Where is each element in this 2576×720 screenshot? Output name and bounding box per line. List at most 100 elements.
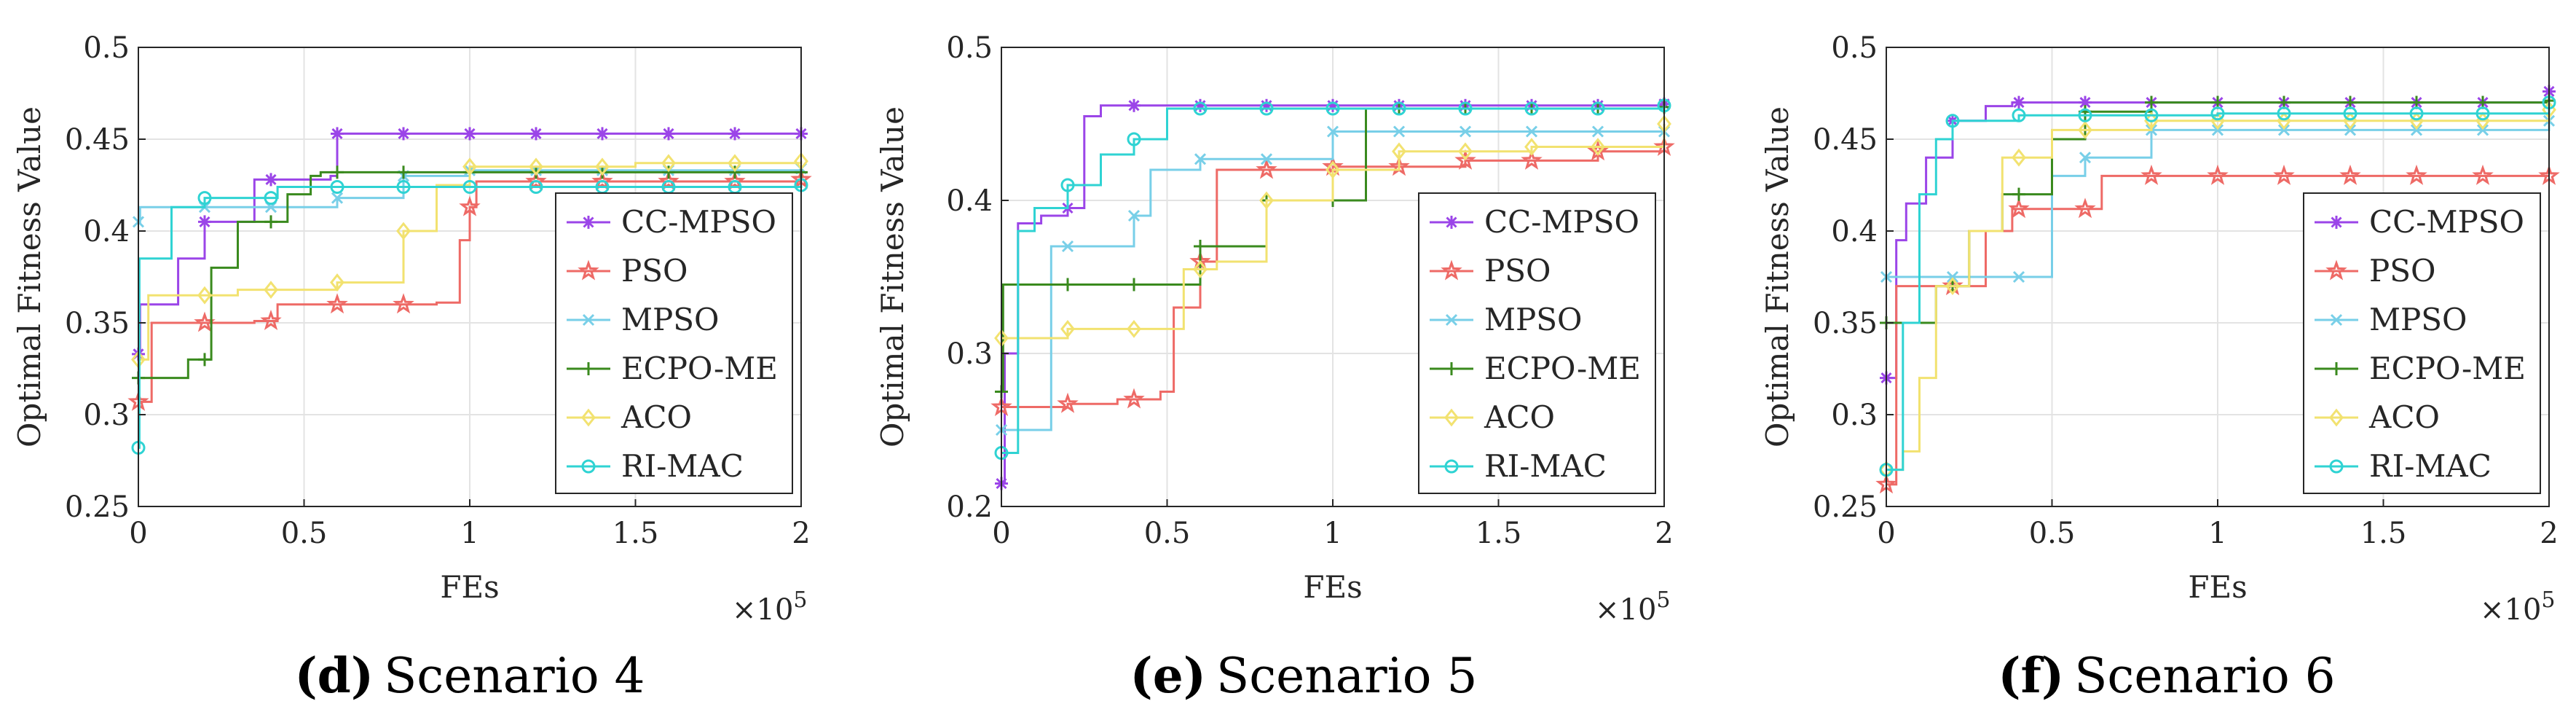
x-tick-label: 2 bbox=[792, 517, 810, 550]
data-point-aco bbox=[1326, 160, 1340, 179]
legend-marker-mpso bbox=[582, 313, 595, 326]
legend-label-aco: ACO bbox=[1484, 399, 1555, 435]
legend-marker-pso bbox=[1441, 259, 1462, 281]
legend-marker-cc-mpso bbox=[582, 216, 595, 229]
data-point-pso bbox=[326, 293, 348, 314]
x-tick-label: 1.5 bbox=[613, 517, 659, 550]
legend-marker-ecpo-me bbox=[2330, 362, 2343, 375]
legend-box bbox=[555, 192, 793, 494]
chart-panel-f: 0.25 0.3 0.35 0.4 0.45 0.5 0 0.5 1 1.5 2 Optimal … bbox=[1760, 31, 2560, 704]
data-point-ri-mac bbox=[2343, 106, 2358, 121]
caption-text: Scenario 6 bbox=[2074, 648, 2335, 704]
y-tick-label: 0.4 bbox=[83, 215, 130, 249]
data-point-pso bbox=[1256, 158, 1277, 179]
data-point-cc-mpso bbox=[1127, 98, 1141, 112]
data-point-ecpo-me bbox=[2012, 187, 2025, 201]
data-point-mpso bbox=[2344, 124, 2357, 136]
data-point-pso bbox=[2273, 164, 2295, 185]
data-point-pso bbox=[2207, 164, 2229, 185]
legend-label-ecpo-me: ECPO-ME bbox=[621, 351, 778, 386]
y-tick-label: 0.3 bbox=[1831, 399, 1878, 432]
x-tick-label: 1 bbox=[460, 517, 478, 550]
data-point-mpso bbox=[1459, 125, 1472, 138]
x-tick-label: 1 bbox=[1323, 517, 1342, 550]
data-point-cc-mpso bbox=[198, 215, 211, 229]
legend-label-cc-mpso: CC-MPSO bbox=[1484, 204, 1639, 240]
data-point-aco bbox=[595, 157, 610, 176]
data-point-pso bbox=[1454, 149, 1476, 170]
y-tick-label: 0.5 bbox=[83, 31, 130, 65]
data-point-pso bbox=[658, 170, 680, 191]
legend-label-cc-mpso: CC-MPSO bbox=[2369, 204, 2524, 240]
data-point-aco bbox=[1060, 319, 1075, 338]
data-point-aco bbox=[1524, 138, 1539, 156]
x-axis-label: FEs bbox=[1303, 569, 1362, 605]
y-tick-label: 0.45 bbox=[1813, 123, 1878, 157]
data-point-cc-mpso bbox=[397, 127, 410, 141]
data-point-mpso bbox=[1061, 240, 1074, 253]
data-point-aco bbox=[529, 157, 543, 176]
data-point-aco bbox=[462, 157, 477, 176]
data-point-aco bbox=[2012, 148, 2026, 167]
data-point-aco bbox=[1458, 142, 1473, 161]
data-point-aco bbox=[396, 222, 411, 240]
y-ticks: 0.25 0.3 0.35 0.4 0.45 0.5 bbox=[65, 31, 146, 524]
legend: CC-MPSO PSO MPSO ECPO-ME ACO RI-MAC bbox=[1418, 192, 1656, 494]
x-ticks: 0 0.5 1 1.5 2 bbox=[992, 499, 1674, 550]
data-point-cc-mpso bbox=[596, 127, 609, 141]
legend-label-ri-mac: RI-MAC bbox=[1484, 448, 1607, 484]
data-point-aco bbox=[264, 281, 278, 300]
x-multiplier-base: ×10 bbox=[1595, 593, 1656, 627]
legend-label-mpso: MPSO bbox=[621, 302, 719, 337]
legend-marker-cc-mpso bbox=[1445, 216, 1458, 229]
data-point-cc-mpso bbox=[529, 127, 543, 141]
y-tick-label: 0.25 bbox=[65, 490, 130, 524]
x-tick-label: 1.5 bbox=[2360, 517, 2407, 550]
data-point-ecpo-me bbox=[662, 165, 675, 179]
data-point-ri-mac bbox=[197, 191, 212, 206]
x-tick-label: 1.5 bbox=[1476, 517, 1522, 550]
x-multiplier: ×105 bbox=[2480, 587, 2556, 627]
data-point-pso bbox=[2074, 197, 2096, 219]
series-line-mpso bbox=[138, 168, 803, 223]
data-point-aco bbox=[1945, 277, 1960, 296]
x-multiplier: ×105 bbox=[732, 587, 808, 627]
x-tick-label: 0 bbox=[129, 517, 147, 550]
legend-marker-mpso bbox=[1445, 313, 1458, 326]
data-point-mpso bbox=[1591, 125, 1604, 138]
data-point-ri-mac bbox=[396, 180, 411, 195]
y-tick-label: 0.45 bbox=[65, 123, 130, 157]
x-tick-label: 1 bbox=[2208, 517, 2226, 550]
data-point-ri-mac bbox=[1591, 101, 1605, 116]
data-point-mpso bbox=[2410, 124, 2423, 136]
legend: CC-MPSO PSO MPSO ECPO-ME ACO RI-MAC bbox=[555, 192, 793, 494]
data-point-aco bbox=[1591, 138, 1605, 156]
legend: CC-MPSO PSO MPSO ECPO-ME ACO RI-MAC bbox=[2303, 192, 2541, 494]
data-point-ri-mac bbox=[2144, 108, 2159, 122]
caption-text: Scenario 4 bbox=[384, 648, 645, 704]
data-point-ri-mac bbox=[462, 180, 477, 195]
data-point-mpso bbox=[331, 192, 344, 204]
legend-marker-pso bbox=[578, 259, 599, 281]
data-point-ri-mac bbox=[1326, 101, 1340, 116]
legend-marker-ri-mac bbox=[1444, 459, 1459, 474]
data-point-aco bbox=[330, 273, 344, 291]
data-point-cc-mpso bbox=[264, 173, 277, 187]
legend-label-ri-mac: RI-MAC bbox=[2369, 448, 2492, 484]
legend-label-ri-mac: RI-MAC bbox=[621, 448, 744, 484]
y-ticks: 0.25 0.3 0.35 0.4 0.45 0.5 bbox=[1813, 31, 1894, 524]
data-point-ecpo-me bbox=[728, 165, 741, 179]
data-point-ri-mac bbox=[1392, 101, 1406, 116]
data-point-aco bbox=[1259, 191, 1274, 210]
x-axis-label: FEs bbox=[440, 569, 499, 605]
caption: (d) Scenario 4 bbox=[294, 647, 645, 704]
y-axis-label: Optimal Fitness Value bbox=[875, 106, 910, 447]
x-tick-label: 0 bbox=[1877, 517, 1895, 550]
x-axis-label: FEs bbox=[2188, 569, 2247, 605]
legend-marker-mpso bbox=[2330, 313, 2343, 326]
data-point-mpso bbox=[2476, 124, 2489, 136]
data-point-mpso bbox=[2211, 124, 2224, 136]
data-point-mpso bbox=[2012, 270, 2025, 283]
data-point-pso bbox=[2406, 164, 2427, 185]
